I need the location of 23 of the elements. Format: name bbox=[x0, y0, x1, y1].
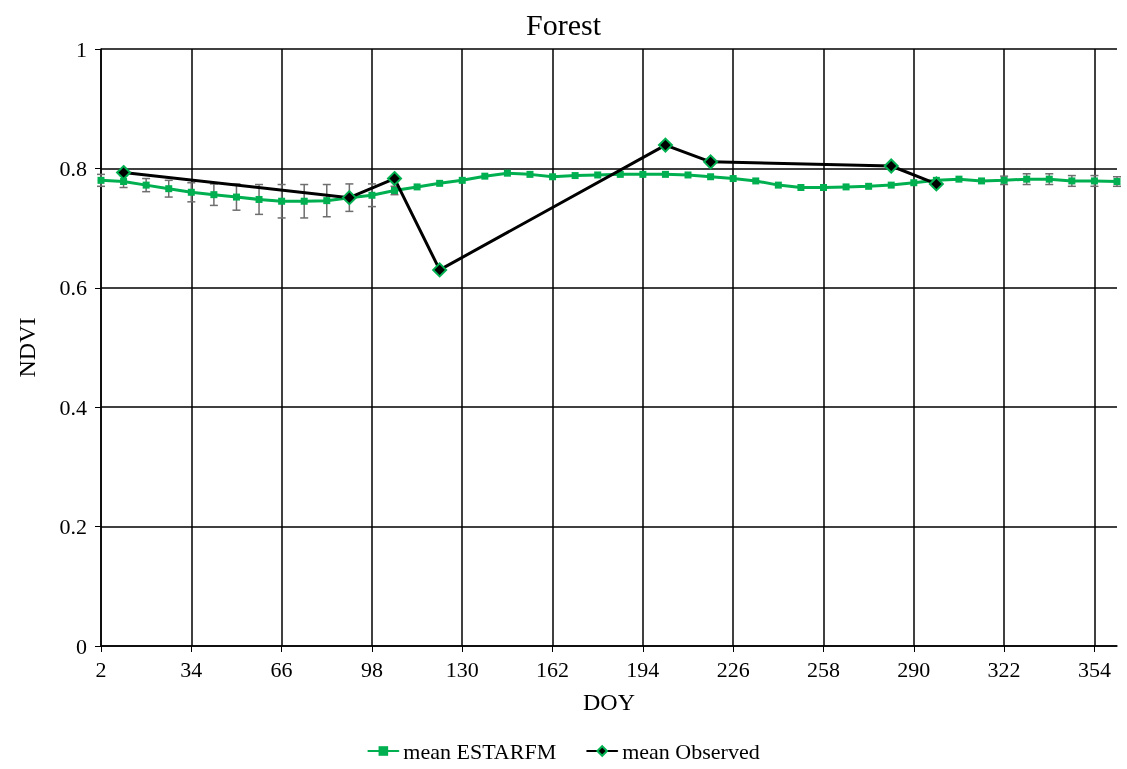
x-tick-label: 66 bbox=[270, 656, 293, 682]
x-tick-label: 130 bbox=[445, 656, 479, 682]
y-axis-title: NDVI bbox=[14, 317, 40, 378]
x-tick-label: 98 bbox=[360, 656, 383, 682]
x-tick-label: 194 bbox=[626, 656, 660, 682]
x-tick-label: 354 bbox=[1077, 656, 1111, 682]
legend-label: mean Observed bbox=[622, 738, 760, 764]
x-tick-label: 34 bbox=[180, 656, 203, 682]
y-tick-label: 0.8 bbox=[59, 155, 87, 181]
chart-title: Forest bbox=[526, 7, 602, 41]
x-tick-label: 226 bbox=[716, 656, 750, 682]
y-tick-label: 0 bbox=[76, 633, 87, 659]
x-tick-label: 290 bbox=[897, 656, 931, 682]
y-tick-label: 0.4 bbox=[59, 394, 87, 420]
legend-label: mean ESTARFM bbox=[403, 738, 557, 764]
x-tick-label: 162 bbox=[536, 656, 570, 682]
y-tick-label: 1 bbox=[76, 36, 87, 62]
x-axis-title: DOY bbox=[583, 689, 635, 715]
x-tick-label: 258 bbox=[806, 656, 840, 682]
x-tick-label: 2 bbox=[95, 656, 107, 682]
x-tick-label: 322 bbox=[987, 656, 1021, 682]
y-tick-label: 0.6 bbox=[59, 275, 87, 301]
y-tick-label: 0.2 bbox=[59, 514, 87, 540]
